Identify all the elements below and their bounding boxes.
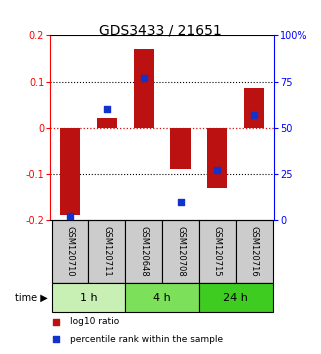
Bar bbox=[97, 119, 117, 128]
Bar bbox=[170, 128, 191, 169]
Bar bbox=[162, 220, 199, 284]
Bar bbox=[199, 220, 236, 284]
Text: GSM120715: GSM120715 bbox=[213, 227, 222, 277]
Text: GDS3433 / 21651: GDS3433 / 21651 bbox=[99, 23, 222, 37]
Bar bbox=[244, 88, 264, 128]
Text: 24 h: 24 h bbox=[223, 293, 248, 303]
Point bbox=[215, 167, 220, 173]
Bar bbox=[52, 220, 88, 284]
Text: log10 ratio: log10 ratio bbox=[70, 318, 119, 326]
Text: 4 h: 4 h bbox=[153, 293, 171, 303]
Bar bbox=[60, 128, 80, 215]
Bar bbox=[52, 284, 125, 312]
Bar bbox=[88, 220, 125, 284]
Text: GSM120708: GSM120708 bbox=[176, 226, 185, 277]
Point bbox=[252, 112, 257, 118]
Bar bbox=[134, 49, 154, 128]
Point bbox=[178, 199, 183, 204]
Point bbox=[54, 319, 59, 325]
Text: GSM120648: GSM120648 bbox=[139, 226, 148, 277]
Bar bbox=[125, 284, 199, 312]
Bar bbox=[236, 220, 273, 284]
Bar bbox=[125, 220, 162, 284]
Point bbox=[67, 213, 73, 219]
Text: GSM120716: GSM120716 bbox=[250, 226, 259, 277]
Point bbox=[54, 336, 59, 342]
Point bbox=[141, 75, 146, 81]
Text: time ▶: time ▶ bbox=[15, 293, 48, 303]
Point bbox=[104, 107, 109, 112]
Text: GSM120711: GSM120711 bbox=[102, 227, 111, 277]
Text: percentile rank within the sample: percentile rank within the sample bbox=[70, 335, 223, 344]
Bar bbox=[207, 128, 228, 188]
Bar bbox=[199, 284, 273, 312]
Text: 1 h: 1 h bbox=[80, 293, 97, 303]
Text: GSM120710: GSM120710 bbox=[65, 227, 74, 277]
